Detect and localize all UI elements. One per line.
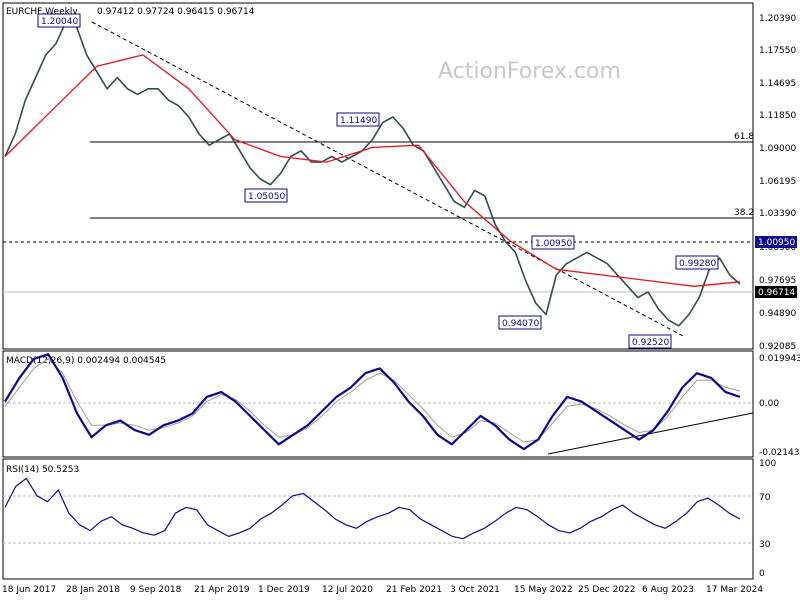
annotation-1-1149-label: 1.11490 xyxy=(340,116,377,126)
x-tick-label: 9 Sep 2018 xyxy=(130,585,182,595)
y-tick-label: 1.11850 xyxy=(759,111,796,121)
symbol-title: EURCHF,Weekly xyxy=(6,7,78,17)
reference-level-tag-text: 1.00950 xyxy=(758,238,795,248)
rsi-title: RSI(14) 50.5253 xyxy=(6,465,79,475)
y-tick-label: 0.94890 xyxy=(759,309,796,319)
annotation-0-9928: 0.99280 xyxy=(675,255,719,270)
y-tick-label: 0.92085 xyxy=(759,342,796,352)
last-price-tag: 0.96714 xyxy=(755,286,797,298)
annotation-1-1149: 1.11490 xyxy=(336,112,380,127)
macd-trendline xyxy=(547,412,754,455)
fib-618-label: 61.8 xyxy=(734,132,754,142)
annotation-0-9407-label: 0.94070 xyxy=(502,319,539,329)
rsi-y-tick: 30 xyxy=(759,540,771,550)
x-tick-label: 17 Mar 2024 xyxy=(706,585,763,595)
rsi-panel-frame xyxy=(2,458,754,580)
price-series-line xyxy=(4,20,741,327)
reference-level-tag: 1.00950 xyxy=(755,236,797,248)
price-panel-frame xyxy=(2,2,754,350)
y-tick-label: 0.97695 xyxy=(759,276,796,286)
macd-y-tick: 0.00 xyxy=(759,399,779,409)
x-tick-label: 18 Jun 2017 xyxy=(2,585,56,595)
x-axis: 18 Jun 2017 28 Jan 2018 9 Sep 2018 21 Ap… xyxy=(2,585,763,595)
y-tick-label: 1.06195 xyxy=(759,177,796,187)
y-tick-label: 1.14695 xyxy=(759,79,796,89)
rsi-y-tick: 0 xyxy=(759,569,765,579)
x-tick-label: 1 Dec 2019 xyxy=(258,585,310,595)
annotation-1-0095: 1.00950 xyxy=(531,235,575,250)
last-price-tag-text: 0.96714 xyxy=(758,288,795,298)
x-tick-label: 25 Dec 2022 xyxy=(578,585,636,595)
annotation-1-0505: 1.05050 xyxy=(244,188,288,203)
rsi-y-tick: 100 xyxy=(759,459,776,469)
x-tick-label: 3 Oct 2021 xyxy=(450,585,500,595)
watermark: ActionForex.com xyxy=(438,59,621,84)
annotation-1-2004: 1.20040 xyxy=(37,13,81,28)
rsi-y-tick: 70 xyxy=(759,493,771,503)
x-tick-label: 21 Apr 2019 xyxy=(194,585,250,595)
rsi-line xyxy=(4,477,741,540)
macd-y-tick: 0.019943 xyxy=(759,354,800,364)
fib-382-label: 38.2 xyxy=(734,208,754,218)
annotation-0-9407: 0.94070 xyxy=(498,315,542,330)
macd-y-tick: -0.021434 xyxy=(759,448,800,458)
y-tick-label: 1.03390 xyxy=(759,209,796,219)
annotation-1-2004-label: 1.20040 xyxy=(41,17,78,27)
annotation-1-0505-label: 1.05050 xyxy=(248,192,285,202)
macd-title: MACD(12,26,9) 0.002494 0.004545 xyxy=(6,356,166,366)
y-tick-label: 1.17550 xyxy=(759,46,796,56)
x-tick-label: 6 Aug 2023 xyxy=(642,585,694,595)
macd-panel-frame xyxy=(2,350,754,458)
annotation-0-9252-label: 0.92520 xyxy=(632,338,669,348)
x-tick-label: 12 Jul 2020 xyxy=(322,585,373,595)
moving-average-line xyxy=(4,54,741,287)
annotation-0-9252: 0.92520 xyxy=(628,334,672,349)
x-tick-label: 28 Jan 2018 xyxy=(66,585,120,595)
y-tick-label: 1.20390 xyxy=(759,14,796,24)
y-tick-label: 1.09000 xyxy=(759,144,796,154)
x-tick-label: 15 May 2022 xyxy=(514,585,573,595)
macd-line xyxy=(4,353,741,451)
ohlc-readout: 0.97412 0.97724 0.96415 0.96714 xyxy=(97,7,255,17)
x-tick-label: 21 Feb 2021 xyxy=(386,585,442,595)
price-y-axis: 1.20390 1.17550 1.14695 1.11850 1.09000 … xyxy=(759,14,796,352)
annotation-0-9928-label: 0.99280 xyxy=(679,259,716,269)
annotation-1-0095-label: 1.00950 xyxy=(535,239,572,249)
